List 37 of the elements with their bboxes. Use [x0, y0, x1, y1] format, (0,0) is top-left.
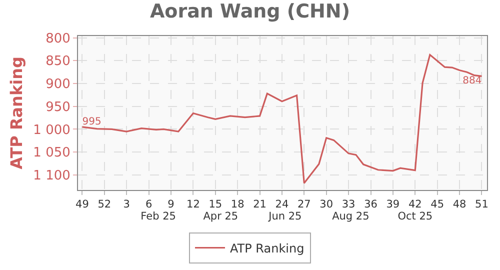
y-tick-label: 900 — [46, 77, 70, 92]
x-tick-label: 33 — [342, 198, 356, 211]
x-tick-label: 12 — [186, 198, 200, 211]
x2-tick-label: Oct 25 — [398, 210, 433, 222]
x2-tick-label: Aug 25 — [332, 210, 370, 222]
x-tick-label: 48 — [452, 198, 466, 211]
x-tick-label: 15 — [208, 198, 222, 211]
y-axis-title: ATP Ranking — [7, 56, 26, 170]
x2-tick-label: Jun 25 — [268, 210, 302, 222]
x-tick-label: 49 — [76, 198, 89, 211]
x2-tick-label: Apr 25 — [203, 210, 238, 222]
x2-tick-label: Feb 25 — [140, 210, 176, 222]
x-tick-label: 45 — [430, 198, 444, 211]
y-tick-label: 1 100 — [33, 168, 70, 184]
data-label: 884 — [462, 76, 482, 87]
x-tick-label: 21 — [253, 198, 266, 211]
y-tick-label: 1 000 — [33, 122, 70, 138]
line-series — [81, 54, 483, 184]
x-tick-label: 52 — [98, 198, 112, 211]
y-tick-label: 1 050 — [33, 146, 70, 161]
x-tick-label: 24 — [275, 198, 289, 211]
y-tick-label: 800 — [46, 31, 70, 46]
x-tick-label: 36 — [364, 198, 378, 211]
chart-title: Aoran Wang (CHN) — [150, 0, 350, 22]
x-tick-label: 51 — [475, 198, 488, 211]
data-label: 995 — [82, 116, 102, 128]
x-tick-label: 42 — [408, 198, 422, 211]
x-tick-label: 9 — [168, 198, 174, 211]
x-tick-label: 3 — [123, 198, 130, 211]
x-tick-label: 18 — [230, 198, 244, 211]
x-tick-label: 6 — [145, 198, 152, 211]
legend-label: ATP Ranking — [230, 241, 304, 256]
y-tick-label: 950 — [46, 100, 70, 115]
x-tick-label: 39 — [386, 198, 400, 211]
y-tick-label: 850 — [46, 54, 70, 70]
x-tick-label: 27 — [297, 198, 311, 211]
x-tick-label: 30 — [320, 198, 334, 211]
